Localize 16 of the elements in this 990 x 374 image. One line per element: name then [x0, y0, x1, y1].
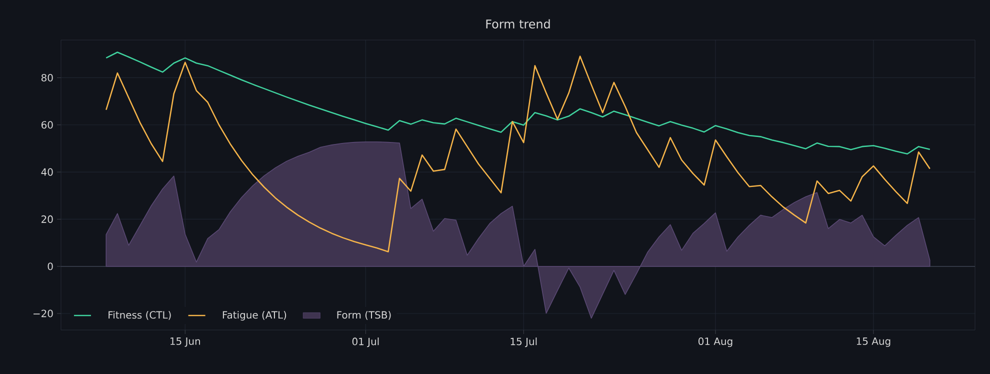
y-tick-label: 60 — [42, 121, 53, 129]
legend-label: Fatigue (ATL) — [222, 310, 286, 321]
chart-title: Form trend — [486, 19, 550, 29]
x-tick-label: 15 Jul — [510, 338, 537, 348]
y-tick-label: 40 — [41, 168, 53, 176]
x-tick-label: 15 Jun — [170, 338, 200, 347]
y-tick-label: −20 — [34, 310, 53, 318]
x-tick-label: 15 Aug — [856, 338, 890, 347]
legend-label: Form (TSB) — [337, 310, 391, 320]
y-tick-label: 20 — [42, 215, 53, 223]
y-tick-label: 80 — [41, 74, 53, 82]
x-tick-label: 01 Aug — [698, 338, 732, 347]
legend-label: Fitness (CTL) — [108, 310, 171, 320]
line-series — [105, 56, 931, 252]
x-tick-label: 01 Jul — [352, 338, 379, 348]
y-tick-label: 0 — [48, 262, 53, 270]
